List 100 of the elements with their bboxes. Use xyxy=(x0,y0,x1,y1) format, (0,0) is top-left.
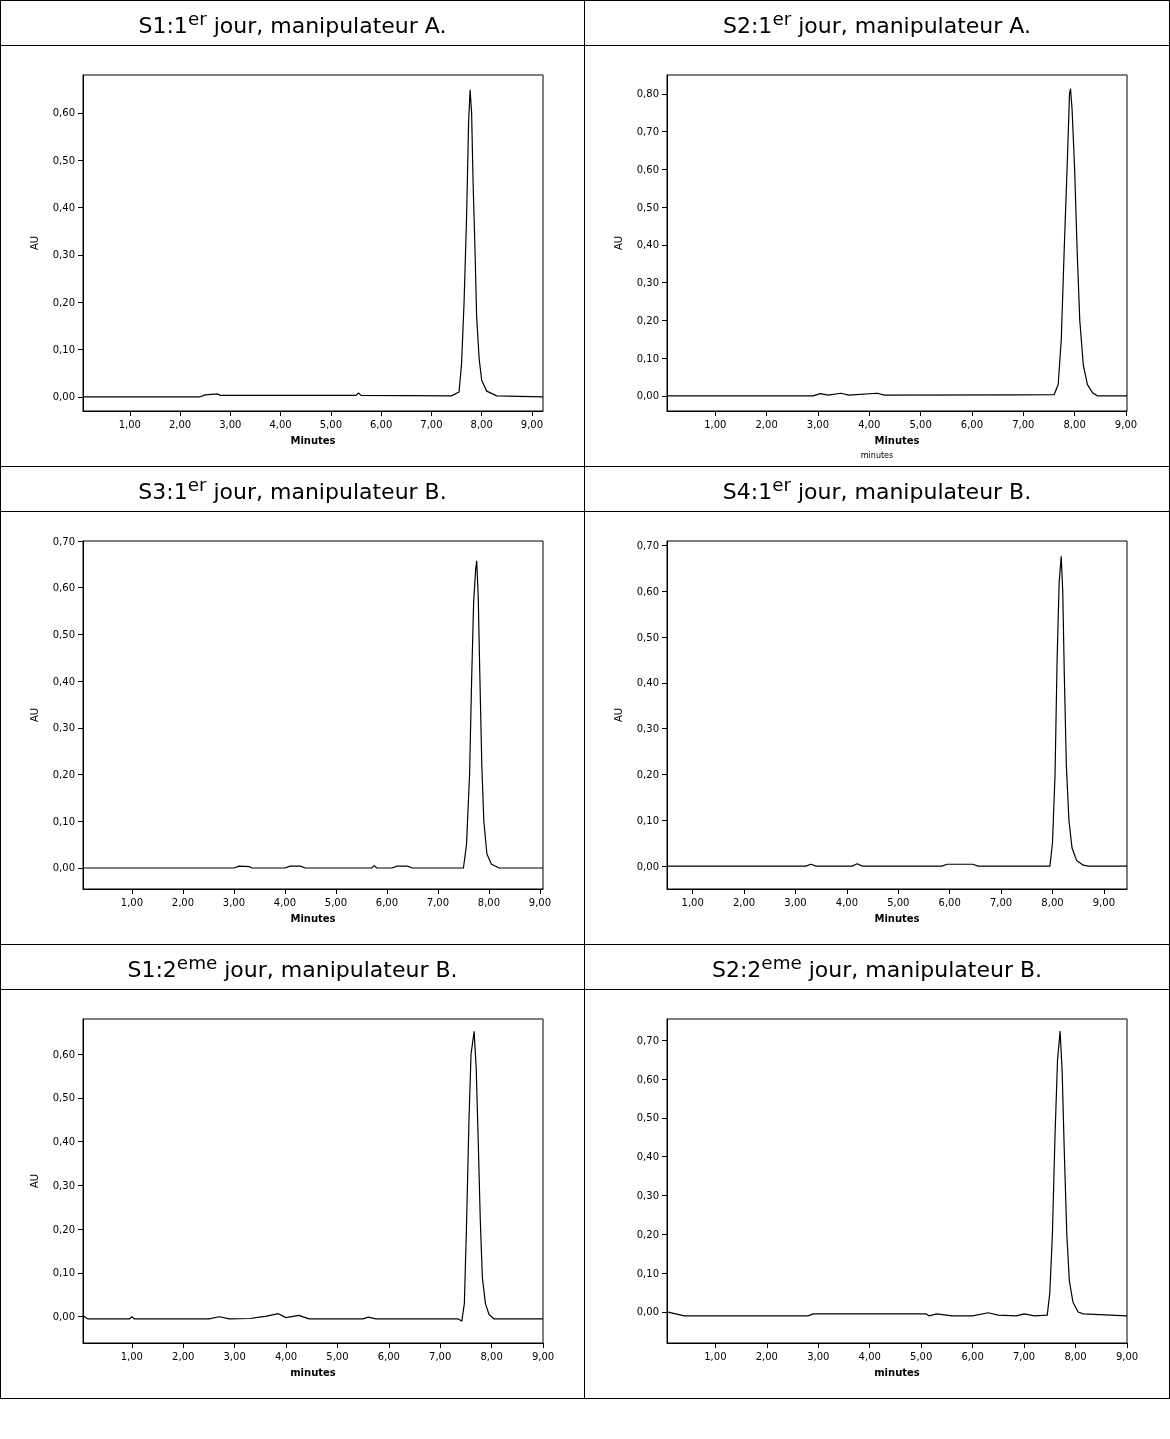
x-tick-label: 1,00 xyxy=(120,1350,143,1362)
x-axis-title: Minutes xyxy=(874,434,920,446)
x-tick-label: 6,00 xyxy=(377,1350,400,1362)
y-tick-label: 0,30 xyxy=(52,249,75,261)
x-tick-label: 4,00 xyxy=(268,418,292,430)
x-tick-label: 8,00 xyxy=(1063,418,1086,430)
x-tick-label: 7,00 xyxy=(1012,1350,1036,1362)
y-tick-label: 0,00 xyxy=(636,860,659,872)
x-tick-label: 3,00 xyxy=(222,1350,246,1362)
x-tick-label: 9,00 xyxy=(1115,1350,1139,1362)
y-axis-title: AU xyxy=(28,235,39,251)
y-tick-label: 0,30 xyxy=(636,277,659,289)
y-tick-label: 0,60 xyxy=(52,1048,75,1060)
y-tick-label: 0,30 xyxy=(636,1190,659,1202)
x-tick-label: 7,00 xyxy=(419,418,443,430)
y-tick-label: 0,20 xyxy=(52,296,75,308)
chart-title: S2:1$^{er}$ jour, manipulateur A. xyxy=(723,7,1031,39)
x-tick-label: 3,00 xyxy=(806,418,830,430)
y-tick-label: 0,00 xyxy=(52,1311,75,1323)
y-tick-label: 0,60 xyxy=(52,582,75,594)
x-tick-label: 5,00 xyxy=(909,418,932,430)
y-tick-label: 0,10 xyxy=(636,1267,659,1279)
x-tick-label: 3,00 xyxy=(222,896,245,908)
x-tick-label: 1,00 xyxy=(120,896,143,908)
chart-title: S3:1$^{er}$ jour, manipulateur B. xyxy=(138,473,447,505)
x-tick-label: 7,00 xyxy=(989,896,1013,908)
x-tick-label: 5,00 xyxy=(319,418,342,430)
y-tick-label: 0,60 xyxy=(636,1073,659,1085)
x-tick-label: 6,00 xyxy=(938,896,961,908)
y-tick-label: 0,10 xyxy=(52,343,75,355)
chart-title: S4:1$^{er}$ jour, manipulateur B. xyxy=(722,473,1032,505)
x-tick-label: 8,00 xyxy=(1064,1350,1087,1362)
y-tick-label: 0,00 xyxy=(52,862,75,874)
y-axis-title: AU xyxy=(28,1173,39,1189)
y-tick-label: 0,80 xyxy=(636,88,659,100)
x-tick-label: 2,00 xyxy=(171,896,194,908)
y-tick-label: 0,20 xyxy=(52,1223,75,1235)
y-tick-label: 0,40 xyxy=(52,202,75,214)
x-axis-title: Minutes xyxy=(289,434,336,446)
x-tick-label: 2,00 xyxy=(755,418,778,430)
y-tick-label: 0,70 xyxy=(636,1034,659,1046)
chart-title: S2:2$^{eme}$ jour, manipulateur B. xyxy=(711,951,1043,983)
y-tick-label: 0,00 xyxy=(52,391,75,403)
y-tick-label: 0,40 xyxy=(52,675,75,687)
x-tick-label: 4,00 xyxy=(858,1350,881,1362)
y-tick-label: 0,60 xyxy=(636,163,659,175)
x-tick-label: 4,00 xyxy=(274,1350,297,1362)
x-tick-label: 7,00 xyxy=(428,1350,451,1362)
x-tick-label: 3,00 xyxy=(784,896,807,908)
y-tick-label: 0,40 xyxy=(636,1151,659,1163)
x-axis-title: minutes xyxy=(874,1366,920,1378)
y-tick-label: 0,50 xyxy=(636,1112,659,1124)
x-tick-label: 1,00 xyxy=(704,1350,727,1362)
x-axis-title: minutes xyxy=(289,1366,336,1378)
x-tick-label: 9,00 xyxy=(531,1350,554,1362)
y-tick-label: 0,70 xyxy=(636,540,659,552)
chart-title: S1:1$^{er}$ jour, manipulateur A. xyxy=(138,7,447,39)
y-axis-title: AU xyxy=(28,707,39,723)
y-tick-label: 0,20 xyxy=(52,769,75,781)
x-tick-label: 8,00 xyxy=(479,1350,503,1362)
x-tick-label: 6,00 xyxy=(960,418,984,430)
x-tick-label: 2,00 xyxy=(755,1350,778,1362)
x-tick-label: 7,00 xyxy=(1012,418,1035,430)
y-tick-label: 0,10 xyxy=(52,815,75,827)
x-tick-label: 4,00 xyxy=(273,896,296,908)
y-tick-label: 0,50 xyxy=(52,154,75,166)
y-tick-label: 0,30 xyxy=(52,1179,75,1191)
y-tick-label: 0,70 xyxy=(52,535,75,547)
x-tick-label: 5,00 xyxy=(325,1350,349,1362)
y-tick-label: 0,30 xyxy=(52,722,75,734)
x-tick-label: 2,00 xyxy=(171,1350,194,1362)
x-tick-label: 5,00 xyxy=(324,896,347,908)
x-tick-label: 8,00 xyxy=(1041,896,1064,908)
x-tick-label: 5,00 xyxy=(887,896,910,908)
x-axis-title: Minutes xyxy=(874,912,920,924)
x-tick-label: 2,00 xyxy=(168,418,191,430)
x-tick-label: 3,00 xyxy=(807,1350,830,1362)
y-tick-label: 0,10 xyxy=(636,814,659,826)
x-tick-label: 6,00 xyxy=(961,1350,984,1362)
x-tick-label: 5,00 xyxy=(910,1350,933,1362)
x-tick-label: 6,00 xyxy=(375,896,398,908)
y-tick-label: 0,10 xyxy=(636,352,659,364)
x-tick-label: 9,00 xyxy=(1114,418,1138,430)
y-tick-label: 0,40 xyxy=(636,239,659,251)
x-tick-label: 1,00 xyxy=(704,418,727,430)
y-tick-label: 0,40 xyxy=(52,1136,75,1148)
y-tick-label: 0,50 xyxy=(52,628,75,640)
y-tick-label: 0,00 xyxy=(636,390,659,402)
x-tick-label: 4,00 xyxy=(835,896,859,908)
y-tick-label: 0,70 xyxy=(636,126,659,138)
x-tick-label: 2,00 xyxy=(732,896,756,908)
x-tick-label: 1,00 xyxy=(118,418,141,430)
x-tick-label: 9,00 xyxy=(528,896,551,908)
y-tick-label: 0,60 xyxy=(636,585,659,597)
y-axis-title: AU xyxy=(612,235,624,251)
y-tick-label: 0,30 xyxy=(636,723,659,735)
x-tick-label: 7,00 xyxy=(426,896,449,908)
x-tick-label: 1,00 xyxy=(681,896,704,908)
x-tick-label: 9,00 xyxy=(1092,896,1115,908)
chart-title: S1:2$^{eme}$ jour, manipulateur B. xyxy=(127,951,458,983)
